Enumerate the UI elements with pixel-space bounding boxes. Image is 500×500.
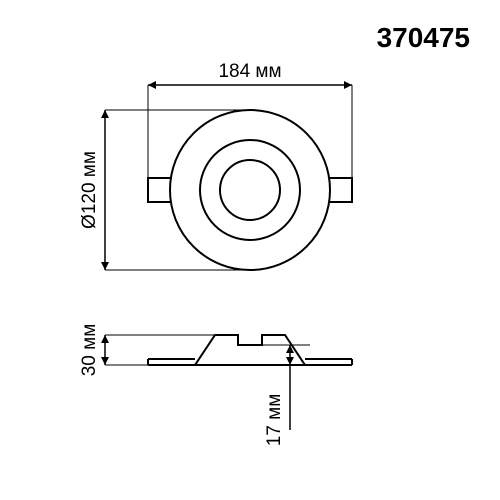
part-number: 370475 xyxy=(377,22,470,54)
svg-text:30 мм: 30 мм xyxy=(79,324,100,377)
technical-drawing: 184 мм Ø120 мм 30 мм 17 мм xyxy=(0,0,500,500)
svg-text:184 мм: 184 мм xyxy=(218,61,281,82)
svg-text:17 мм: 17 мм xyxy=(264,394,285,447)
svg-text:Ø120 мм: Ø120 мм xyxy=(79,151,100,229)
